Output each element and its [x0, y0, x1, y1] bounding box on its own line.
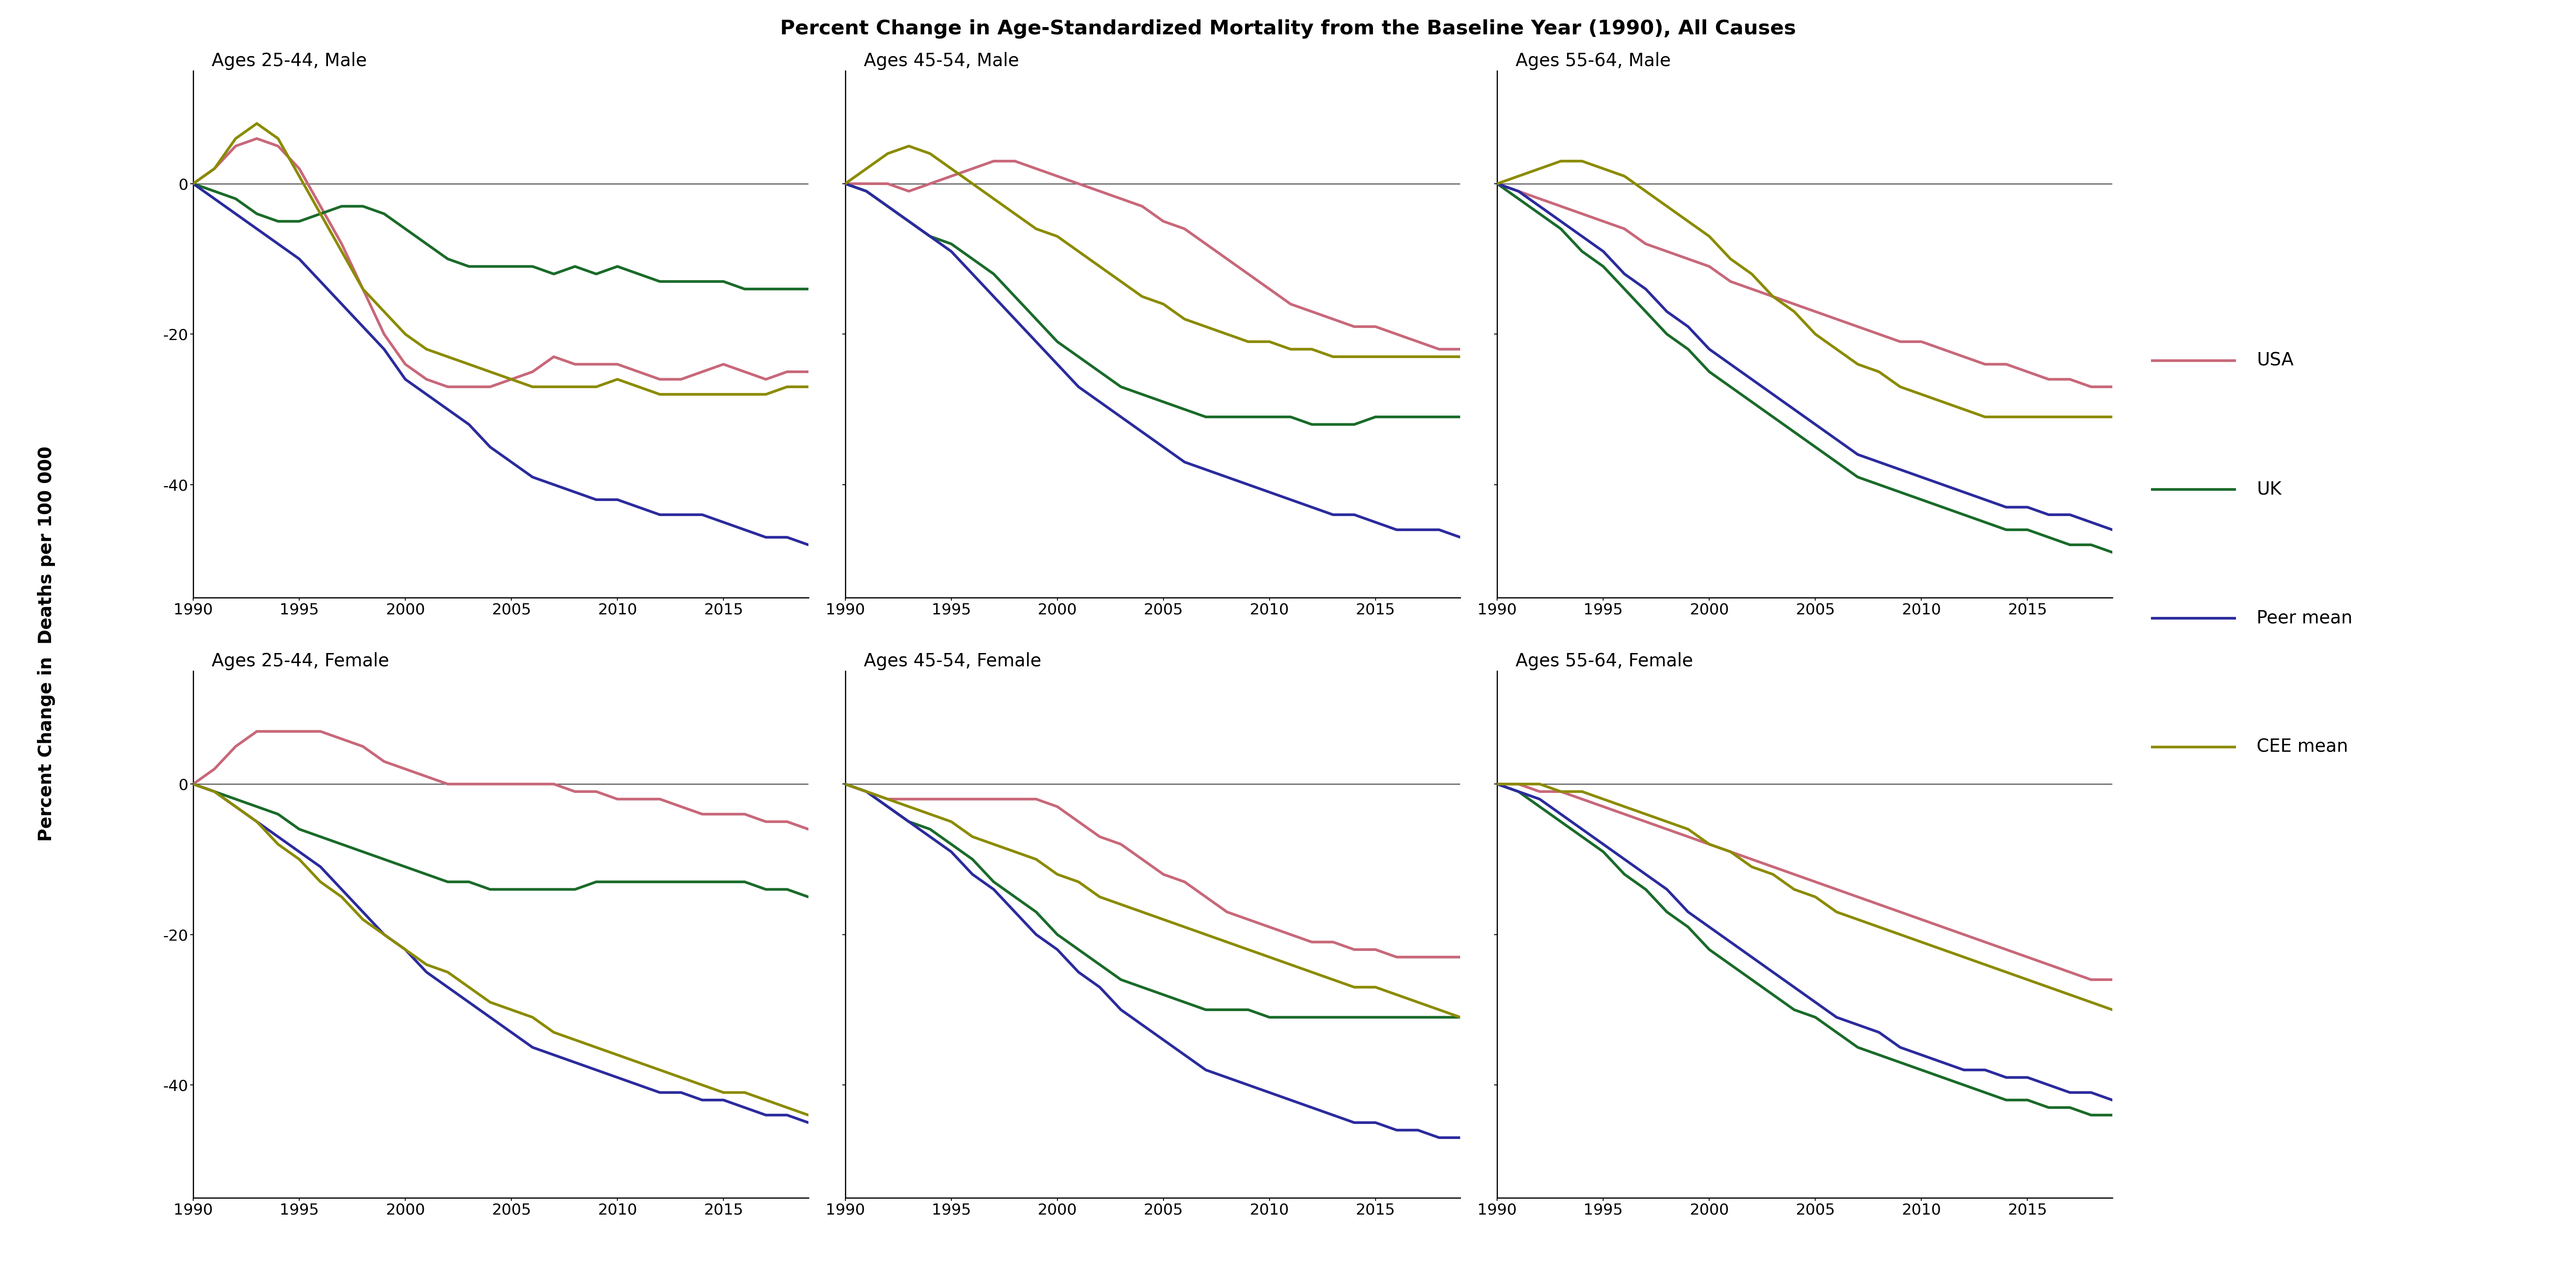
Text: UK: UK: [2257, 480, 2282, 498]
Text: Ages 25-44, Male: Ages 25-44, Male: [211, 52, 366, 70]
Text: Ages 45-54, Female: Ages 45-54, Female: [863, 652, 1041, 670]
Text: Percent Change in  Deaths per 100 000: Percent Change in Deaths per 100 000: [36, 447, 57, 841]
Text: Ages 25-44, Female: Ages 25-44, Female: [211, 652, 389, 670]
Text: CEE mean: CEE mean: [2257, 738, 2349, 756]
Text: Ages 45-54, Male: Ages 45-54, Male: [863, 52, 1020, 70]
Text: Ages 55-64, Male: Ages 55-64, Male: [1515, 52, 1672, 70]
Text: Percent Change in Age-Standardized Mortality from the Baseline Year (1990), All : Percent Change in Age-Standardized Morta…: [781, 19, 1795, 39]
Text: Ages 55-64, Female: Ages 55-64, Female: [1515, 652, 1692, 670]
Text: USA: USA: [2257, 352, 2293, 370]
Text: Peer mean: Peer mean: [2257, 609, 2352, 627]
